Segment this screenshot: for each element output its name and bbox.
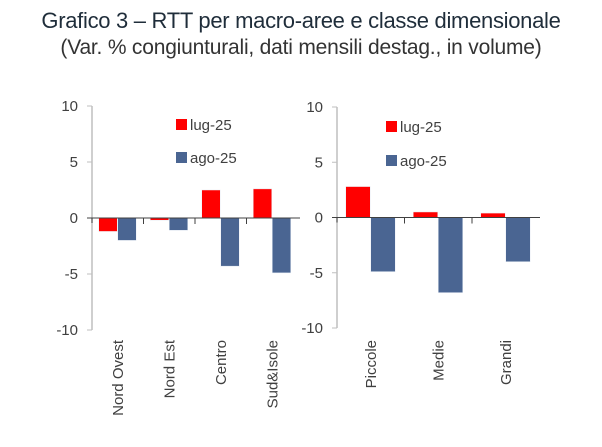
y-tick-label: 5 [315,154,323,171]
legend-swatch [176,119,187,130]
legend-item-ago-25: ago-25 [386,153,447,170]
bar-lug-25-medie [413,211,438,218]
legend-label: ago-25 [400,153,447,170]
y-tick-label: -5 [65,266,78,283]
chart-panel-2: 10 5 0 -5 -10 Piccole Medie Grandi lug-25 ago-25 [301,99,540,388]
bar-ago-25-nord-ovest [117,217,137,241]
y-tick-label: -10 [56,322,78,339]
legend-swatch [386,121,397,132]
y-tick-label: 0 [70,210,78,227]
bar-lug-25-nord-ovest [98,217,118,232]
bar-lug-25-grandi [480,212,506,218]
y-tick-label: 10 [61,98,78,115]
bar-lug-25-sud-isole [253,188,272,219]
category-label: Nord Ovest [110,339,127,416]
chart-subtitle: (Var. % congiunturali, dati mensili dest… [60,36,542,59]
legend-item-ago-25: ago-25 [176,150,237,167]
y-tick-label: 0 [315,210,323,227]
legend-label: lug-25 [190,117,232,134]
chart-title: Grafico 3 – RTT per macro-aree e classe … [41,8,561,33]
bar-ago-25-nord-est [169,217,188,231]
bar-lug-25-piccole [345,186,371,218]
bar-ago-25-sud-isole [272,217,291,274]
category-label: Medie [430,340,447,381]
bar-ago-25-grandi [505,217,531,262]
bar-lug-25-centro [201,189,221,219]
bar-ago-25-centro [220,217,240,267]
legend-swatch [386,155,397,166]
category-label: Grandi [498,340,515,385]
category-label: Sud&Isole [264,340,281,408]
legend-label: lug-25 [400,119,442,136]
y-tick-label: 5 [70,154,78,171]
y-tick-label: 10 [306,99,323,116]
category-label: Centro [213,340,230,385]
legend-swatch [176,152,187,163]
bar-ago-25-medie [438,217,463,293]
category-label: Piccole [363,340,380,388]
y-tick-label: -10 [301,320,323,337]
bar-ago-25-piccole [370,217,396,272]
y-tick-label: -5 [310,265,323,282]
legend-label: ago-25 [190,150,237,167]
chart-panel-1: 10 5 0 -5 -10 Nord Ovest Nord Est Centro Sud&Iso… [56,98,300,416]
legend-item-lug-25: lug-25 [176,117,232,134]
legend-item-lug-25: lug-25 [386,119,442,136]
category-label: Nord Est [161,339,178,398]
